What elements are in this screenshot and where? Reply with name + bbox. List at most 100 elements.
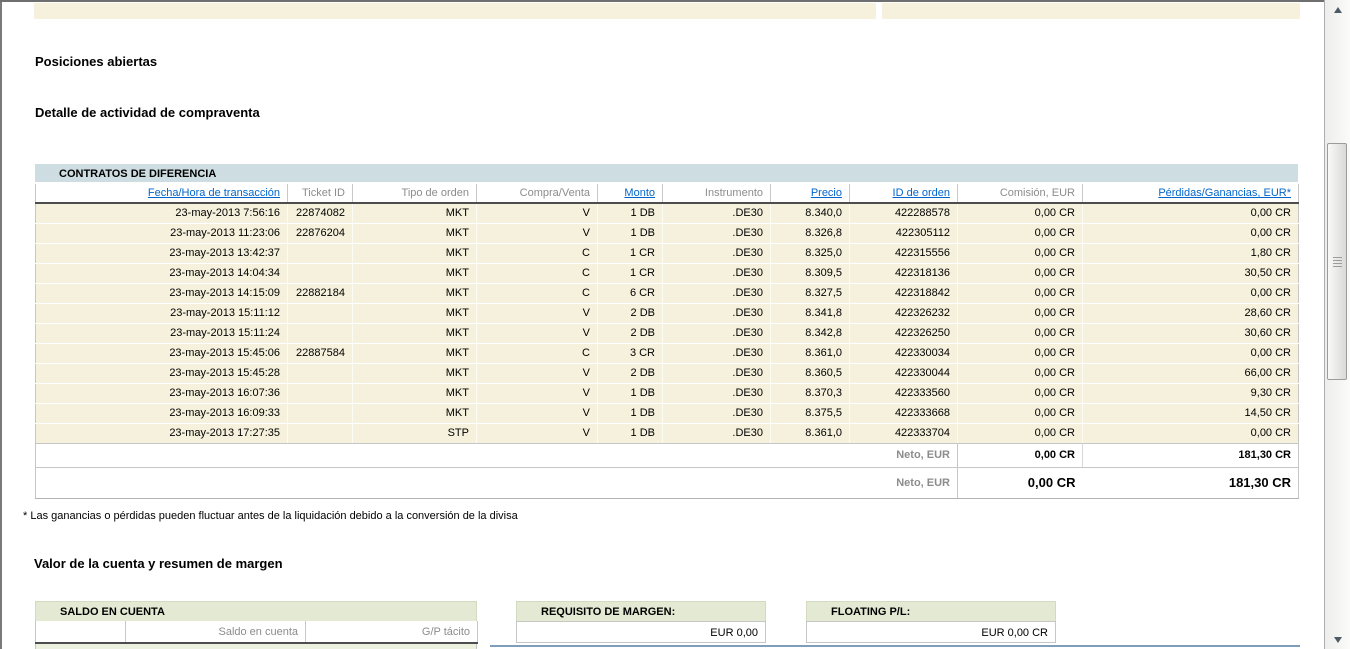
column-header[interactable]: Fecha/Hora de transacción (35, 184, 288, 204)
cell: 30,50 CR (1082, 263, 1299, 284)
column-header[interactable]: Precio (770, 184, 850, 204)
cell: 8.341,8 (770, 303, 850, 324)
scroll-up-button[interactable] (1325, 1, 1350, 18)
table-row: 23-may-2013 17:27:35 STP V 1 DB .DE30 8.361,0… (35, 423, 1299, 444)
cell: 0,00 CR (957, 323, 1083, 344)
cell: V (476, 423, 598, 444)
cell: V (476, 363, 598, 384)
cell: .DE30 (662, 323, 771, 344)
cell: 422330034 (849, 343, 958, 364)
cell: 0,00 CR (957, 343, 1083, 364)
cell: 0,00 CR (957, 203, 1083, 224)
cell: MKT (352, 403, 477, 424)
cell: 8.360,5 (770, 363, 850, 384)
cell: 1 DB (597, 403, 663, 424)
cell: 8.375,5 (770, 403, 850, 424)
section-title-open-positions: Posiciones abiertas (35, 54, 158, 69)
thumb-grip-icon (1332, 262, 1342, 264)
cell: 2 DB (597, 323, 663, 344)
cell: 9,30 CR (1082, 383, 1299, 404)
previous-table-remnant (34, 3, 876, 19)
margin-requirement-value: EUR 0,00 (516, 621, 766, 643)
cell: 22882184 (287, 283, 353, 304)
column-header[interactable]: ID de orden (849, 184, 958, 204)
cell: 23-may-2013 15:45:06 (35, 343, 288, 364)
cell: MKT (352, 263, 477, 284)
column-header-link[interactable]: Fecha/Hora de transacción (147, 187, 280, 199)
cell: C (476, 243, 598, 264)
cell: 422305112 (849, 223, 958, 244)
cell: V (476, 203, 598, 224)
cell: 8.361,0 (770, 423, 850, 444)
cell: 23-may-2013 15:45:28 (35, 363, 288, 384)
cell: .DE30 (662, 283, 771, 304)
scroll-down-button[interactable] (1325, 631, 1350, 648)
cell: 0,00 CR (957, 423, 1083, 444)
cell: 0,00 CR (957, 303, 1083, 324)
cell: 8.370,3 (770, 383, 850, 404)
cell (287, 243, 353, 264)
cell: 422333560 (849, 383, 958, 404)
net-pl: 181,30 CR (1082, 443, 1299, 468)
cell: 8.309,5 (770, 263, 850, 284)
cell: 22876204 (287, 223, 353, 244)
cell (287, 303, 353, 324)
net-label: Neto, EUR (35, 443, 958, 468)
cell: 3 CR (597, 343, 663, 364)
table-row: 23-may-2013 16:07:36 MKT V 1 DB .DE30 8.370,3… (35, 383, 1299, 404)
cell: 23-may-2013 15:11:12 (35, 303, 288, 324)
cell (287, 403, 353, 424)
column-header-link[interactable]: Pérdidas/Ganancias, EUR* (1158, 187, 1291, 199)
cell: 1 CR (597, 243, 663, 264)
cell: 23-may-2013 15:11:24 (35, 323, 288, 344)
margin-requirement-box: REQUISITO DE MARGEN: EUR 0,00 (516, 601, 766, 643)
table-row: 23-may-2013 14:04:34 MKT C 1 CR .DE30 8.309,5… (35, 263, 1299, 284)
cell: 1 DB (597, 203, 663, 224)
arrow-up-icon (1333, 6, 1342, 13)
cell (287, 323, 353, 344)
cell: 8.342,8 (770, 323, 850, 344)
net-label: Neto, EUR (35, 467, 958, 499)
cell: 2 DB (597, 363, 663, 384)
cell: 422288578 (849, 203, 958, 224)
cell: 422333668 (849, 403, 958, 424)
vertical-scrollbar[interactable] (1324, 0, 1350, 649)
empty-cell (35, 621, 126, 644)
top-divider-line (0, 0, 1325, 2)
cell: .DE30 (662, 303, 771, 324)
cell: .DE30 (662, 203, 771, 224)
cell: C (476, 283, 598, 304)
table-row: 23-may-2013 13:42:37 MKT C 1 CR .DE30 8.325,0… (35, 243, 1299, 264)
cell: 0,00 CR (957, 403, 1083, 424)
net-commission: 0,00 CR (957, 443, 1083, 468)
floating-pl-title: FLOATING P/L: (806, 601, 1056, 621)
cell: MKT (352, 343, 477, 364)
cell: 23-may-2013 7:56:16 (35, 203, 288, 224)
cell: 23-may-2013 14:04:34 (35, 263, 288, 284)
cell: .DE30 (662, 363, 771, 384)
cell: MKT (352, 283, 477, 304)
cell: MKT (352, 203, 477, 224)
cell: MKT (352, 323, 477, 344)
net-total-row: Neto, EUR 0,00 CR 181,30 CR (35, 443, 1299, 468)
cell: 8.326,8 (770, 223, 850, 244)
cell: 66,00 CR (1082, 363, 1299, 384)
column-header-link[interactable]: Monto (624, 187, 655, 199)
net-grand-total-row: Neto, EUR 0,00 CR 181,30 CR (35, 467, 1299, 499)
table-row: 23-may-2013 7:56:16 22874082 MKT V 1 DB .DE30… (35, 203, 1299, 224)
column-header: Compra/Venta (476, 184, 598, 204)
section-title-trade-activity: Detalle de actividad de compraventa (35, 105, 260, 120)
cell: 422315556 (849, 243, 958, 264)
column-header[interactable]: Monto (597, 184, 663, 204)
cell: 30,60 CR (1082, 323, 1299, 344)
column-header[interactable]: Pérdidas/Ganancias, EUR* (1082, 184, 1299, 204)
column-header-link[interactable]: ID de orden (892, 187, 950, 199)
cell: 23-may-2013 17:27:35 (35, 423, 288, 444)
column-header-link[interactable]: Precio (810, 187, 842, 199)
cell: 0,00 CR (957, 363, 1083, 384)
cfd-table-title: CONTRATOS DE DIFERENCIA (35, 164, 1298, 184)
window-border-left (0, 0, 2, 649)
scrollbar-thumb[interactable] (1327, 143, 1347, 380)
account-balance-header-row: Saldo en cuenta G/P tácito (35, 621, 478, 644)
floating-pl-box: FLOATING P/L: EUR 0,00 CR (806, 601, 1056, 643)
